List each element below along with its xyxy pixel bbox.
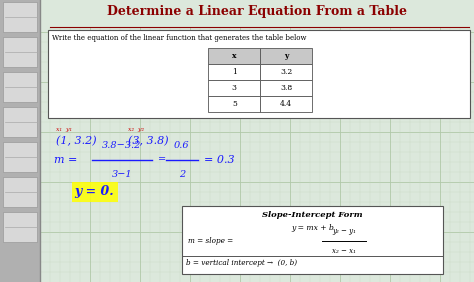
Bar	[3, 177, 37, 207]
Text: x₂  y₂: x₂ y₂	[128, 127, 144, 132]
Bar	[260, 96, 312, 112]
Bar	[182, 206, 443, 274]
Text: x: x	[232, 52, 237, 60]
Text: 5: 5	[232, 100, 237, 108]
Text: y = 0.: y = 0.	[74, 186, 114, 199]
Text: = 0.3: = 0.3	[204, 155, 235, 165]
Bar	[48, 30, 470, 118]
Bar	[260, 80, 312, 96]
Text: 3.8−3.2: 3.8−3.2	[102, 141, 142, 150]
Text: 3.2: 3.2	[280, 68, 292, 76]
Text: =: =	[158, 155, 166, 164]
Bar	[3, 2, 37, 32]
Bar	[3, 142, 37, 172]
Text: x₁  y₁: x₁ y₁	[56, 127, 72, 132]
Text: m = slope =: m = slope =	[188, 237, 234, 245]
Bar	[209, 64, 260, 80]
Bar	[3, 72, 37, 102]
Text: 4.4: 4.4	[280, 100, 292, 108]
Text: y: y	[284, 52, 289, 60]
Bar	[209, 80, 260, 96]
Text: Write the equation of the linear function that generates the table below: Write the equation of the linear functio…	[52, 34, 307, 42]
Bar	[260, 64, 312, 80]
Text: m =: m =	[54, 155, 77, 165]
Text: 0.6: 0.6	[174, 141, 190, 150]
Text: 2: 2	[179, 170, 185, 179]
Text: (1, 3.2): (1, 3.2)	[56, 136, 97, 146]
Bar	[209, 96, 260, 112]
Text: 3: 3	[232, 84, 237, 92]
Bar	[40, 0, 474, 28]
Text: 3.8: 3.8	[280, 84, 292, 92]
Text: x₂ − x₁: x₂ − x₁	[332, 247, 356, 255]
Bar	[3, 37, 37, 67]
Text: 3−1: 3−1	[112, 170, 132, 179]
Text: 1: 1	[232, 68, 237, 76]
Bar	[260, 48, 312, 64]
Bar	[3, 107, 37, 137]
Bar	[3, 212, 37, 242]
Text: y = mx + b: y = mx + b	[291, 224, 334, 232]
Text: y₂ − y₁: y₂ − y₁	[332, 227, 356, 235]
Bar	[209, 48, 260, 64]
Text: Slope-Intercept Form: Slope-Intercept Form	[262, 211, 363, 219]
Text: b = vertical intercept →  (0, b): b = vertical intercept → (0, b)	[186, 259, 297, 267]
Text: Determine a Linear Equation From a Table: Determine a Linear Equation From a Table	[107, 5, 407, 18]
Bar	[0, 0, 40, 282]
Bar	[72, 182, 118, 202]
Text: (3, 3.8): (3, 3.8)	[128, 136, 169, 146]
